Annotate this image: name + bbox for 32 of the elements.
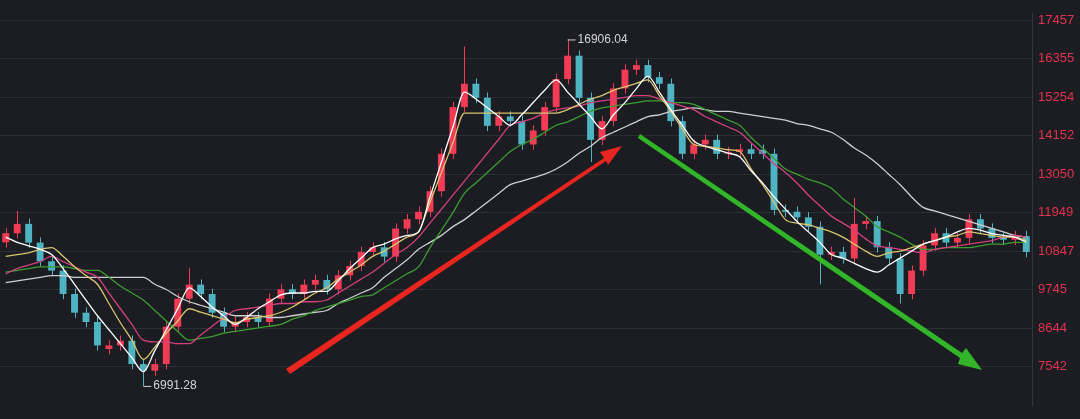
y-tick-label: 10847	[1038, 242, 1075, 258]
candlestick	[13, 210, 21, 240]
candlestick	[48, 255, 56, 277]
candlestick	[71, 288, 78, 319]
candlestick	[403, 213, 411, 235]
y-tick-label: 15254	[1038, 88, 1075, 104]
candlestick	[59, 264, 67, 300]
candlestick	[908, 264, 916, 300]
candlestick	[472, 77, 480, 104]
candlestick	[644, 59, 652, 83]
candlestick	[495, 110, 503, 132]
candlestick	[564, 38, 572, 85]
y-tick-label: 14152	[1038, 127, 1075, 143]
candlestick	[197, 278, 205, 300]
candlestick	[94, 316, 101, 352]
candlestick	[2, 227, 10, 249]
candlestick	[460, 46, 468, 113]
candlestick	[518, 115, 526, 151]
annotation: 6991.28	[153, 378, 198, 393]
y-tick-label: 7542	[1038, 358, 1067, 374]
y-tick-label: 8644	[1038, 319, 1067, 335]
y-tick-label: 11949	[1038, 204, 1074, 220]
candlestick	[25, 218, 33, 249]
candlestick	[529, 124, 537, 151]
y-tick-label: 17457	[1038, 11, 1075, 27]
candlestick	[621, 63, 629, 95]
candlestick	[804, 211, 812, 233]
y-tick-label: 13050	[1038, 165, 1075, 181]
candlestick	[690, 138, 698, 160]
annotation: 16906.04	[577, 31, 628, 46]
y-tick-label: 16355	[1038, 50, 1075, 66]
y-tick-label: 9745	[1038, 281, 1067, 297]
